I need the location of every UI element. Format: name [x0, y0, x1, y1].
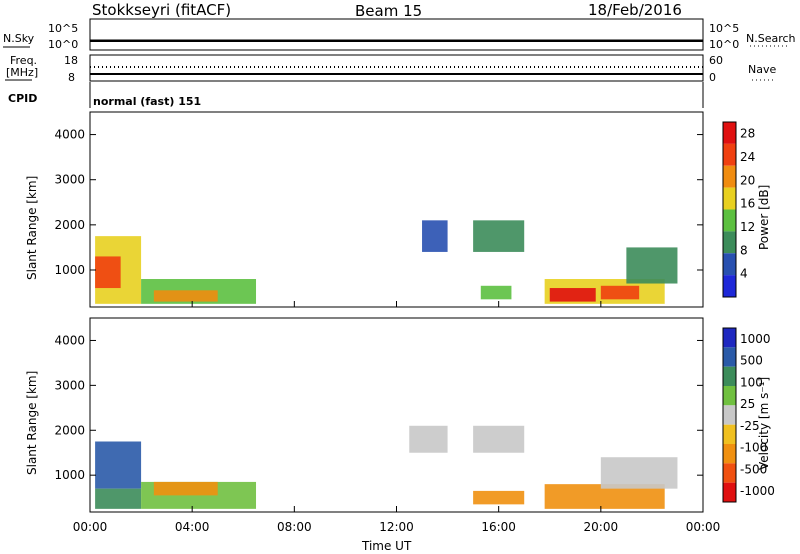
- velocity-colorbar-swatch: [723, 444, 736, 464]
- power-colorbar-swatch: [723, 122, 736, 144]
- power-colorbar-swatch: [723, 209, 736, 232]
- velocity-colorbar-swatch: [723, 463, 736, 483]
- power-colorbar-tick-label: 28: [740, 127, 755, 141]
- nsearch-tick-bottom: 10^0: [709, 38, 740, 51]
- velocity-y-tick-label: 1000: [54, 468, 85, 482]
- velocity-colorbar-tick-label: -500: [740, 462, 767, 476]
- nave-tick-top: 60: [709, 54, 723, 67]
- velocity-region-1: [95, 488, 142, 509]
- power-region-8: [549, 288, 596, 302]
- nsky-label: N.Sky: [3, 32, 35, 45]
- power-colorbar-swatch: [723, 187, 736, 210]
- velocity-region-8: [600, 457, 678, 489]
- velocity-colorbar-swatch: [723, 424, 736, 444]
- velocity-region-3: [153, 481, 218, 496]
- velocity-colorbar-tick-label: 25: [740, 397, 755, 411]
- velocity-y-tick-label: 2000: [54, 423, 85, 437]
- beam-label: Beam 15: [355, 2, 423, 20]
- nsky-panel-frame: [89, 18, 704, 51]
- x-tick-label: 00:00: [686, 520, 721, 534]
- power-y-tick-label: 3000: [54, 173, 85, 187]
- power-colorbar-swatch: [723, 253, 736, 276]
- freq-label: Freq.: [10, 54, 38, 67]
- freq-panel-frame: [89, 54, 704, 82]
- velocity-colorbar-tick-label: -100: [740, 441, 767, 455]
- velocity-colorbar-tick-label: 500: [740, 354, 763, 368]
- x-tick-label: 08:00: [277, 520, 312, 534]
- power-region-1: [95, 256, 121, 289]
- freq-tick-bottom: 8: [68, 71, 75, 84]
- freq-tick-top: 18: [64, 54, 78, 67]
- velocity-colorbar-tick-label: -25: [740, 419, 760, 433]
- date-label: 18/Feb/2016: [588, 1, 682, 19]
- power-colorbar-swatch: [723, 165, 736, 188]
- nsearch-tick-top: 10^5: [709, 22, 740, 35]
- nave-label: Nave: [748, 63, 777, 76]
- velocity-y-tick-label: 4000: [54, 333, 85, 347]
- velocity-colorbar-tick-label: 1000: [740, 332, 771, 346]
- velocity-region-6: [473, 490, 525, 505]
- velocity-colorbar-tick-label: 100: [740, 375, 763, 389]
- velocity-region-0: [95, 441, 142, 489]
- nsky-tick-top: 10^5: [48, 22, 79, 35]
- power-region-6: [480, 285, 512, 300]
- power-region-9: [600, 285, 640, 300]
- power-colorbar-tick-label: 16: [740, 197, 755, 211]
- station-title: Stokkseyri (fitACF): [92, 1, 232, 19]
- velocity-colorbar-swatch: [723, 405, 736, 425]
- nsky-tick-bottom: 10^0: [48, 38, 79, 51]
- velocity-region-4: [409, 425, 448, 453]
- power-region-10: [626, 247, 678, 284]
- cpid-value: normal (fast) 151: [93, 95, 202, 108]
- velocity-colorbar-swatch: [723, 386, 736, 406]
- power-colorbar-swatch: [723, 231, 736, 254]
- velocity-colorbar-swatch: [723, 482, 736, 502]
- power-y-tick-label: 1000: [54, 263, 85, 277]
- nave-tick-bottom: 0: [709, 71, 716, 84]
- velocity-colorbar-tick-label: -1000: [740, 484, 775, 498]
- x-axis-title: Time UT: [362, 539, 412, 553]
- power-colorbar-tick-label: 8: [740, 243, 748, 257]
- nsearch-label: N.Search: [746, 32, 796, 45]
- x-tick-label: 12:00: [379, 520, 414, 534]
- power-region-3: [153, 290, 218, 302]
- cpid-label: CPID: [8, 92, 38, 105]
- power-colorbar-frame: [722, 121, 737, 298]
- velocity-colorbar-swatch: [723, 347, 736, 367]
- velocity-region-5: [473, 425, 525, 453]
- power-colorbar-swatch: [723, 275, 736, 297]
- velocity-colorbar-swatch: [723, 328, 736, 348]
- x-tick-label: 16:00: [481, 520, 516, 534]
- freq-unit-label: [MHz]: [6, 66, 39, 79]
- velocity-colorbar-frame: [722, 327, 737, 503]
- power-colorbar-tick-label: 20: [740, 173, 755, 187]
- power-y-tick-label: 2000: [54, 218, 85, 232]
- power-colorbar-tick-label: 4: [740, 267, 748, 281]
- power-colorbar-tick-label: 12: [740, 220, 755, 234]
- velocity-y-tick-label: 3000: [54, 378, 85, 392]
- x-tick-label: 20:00: [584, 520, 619, 534]
- power-region-5: [473, 220, 525, 252]
- power-colorbar-swatch: [723, 143, 736, 166]
- x-tick-label: 04:00: [175, 520, 210, 534]
- power-y-tick-label: 4000: [54, 128, 85, 142]
- x-tick-label: 00:00: [73, 520, 108, 534]
- power-colorbar-tick-label: 24: [740, 150, 755, 164]
- power-region-4: [422, 220, 448, 252]
- velocity-colorbar-swatch: [723, 366, 736, 386]
- power-panel-frame: [89, 111, 704, 308]
